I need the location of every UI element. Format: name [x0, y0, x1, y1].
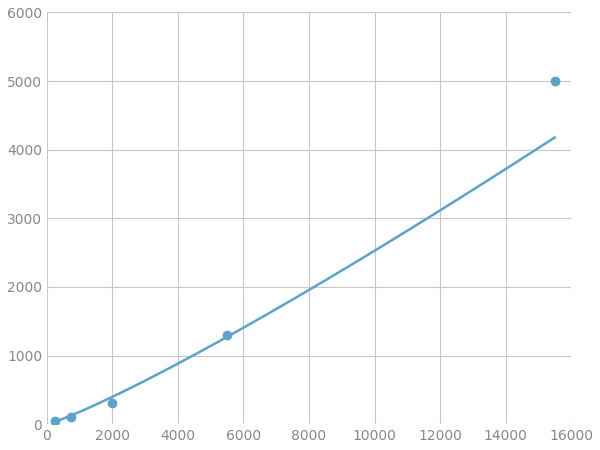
Point — [50, 417, 60, 424]
Point — [550, 77, 559, 85]
Point — [222, 331, 232, 338]
Point — [67, 414, 76, 421]
Point — [107, 399, 117, 406]
